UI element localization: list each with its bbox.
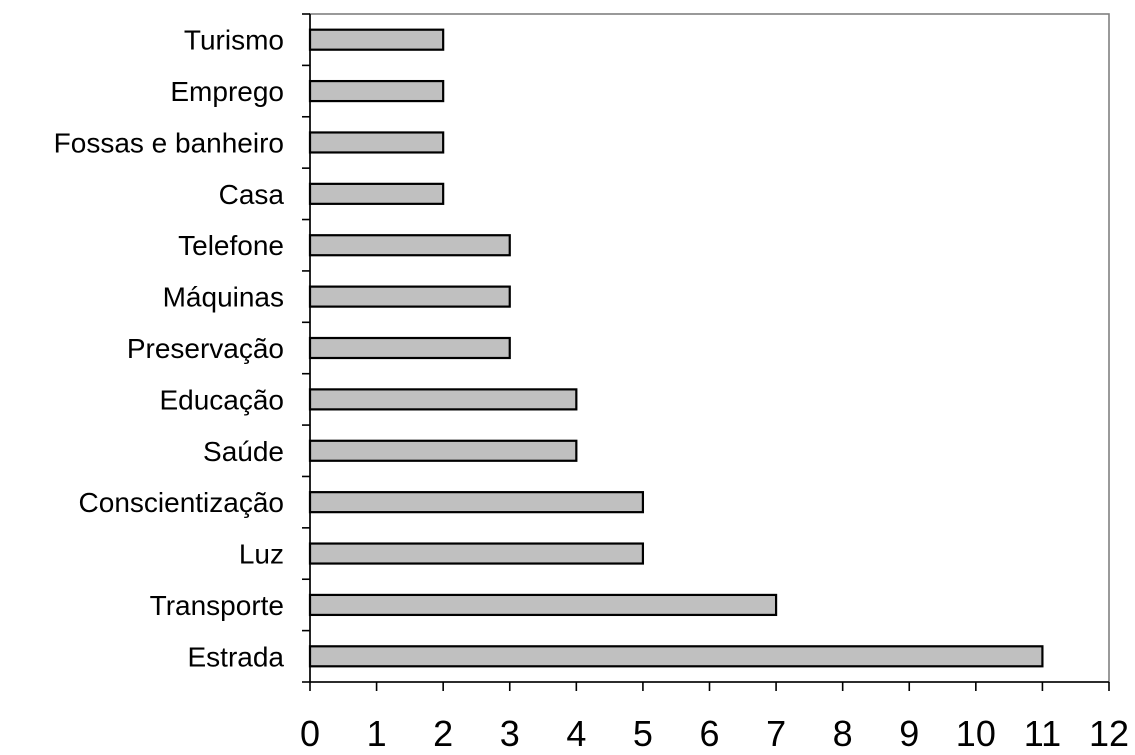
category-label: Máquinas [163, 282, 284, 313]
x-tick-label: 6 [699, 713, 719, 754]
category-label: Casa [219, 179, 285, 210]
category-label: Turismo [184, 25, 284, 56]
bar-transporte [308, 593, 778, 617]
x-tick-label: 8 [833, 713, 853, 754]
category-label: Fossas e banheiro [54, 127, 284, 158]
bar-educação [308, 388, 578, 411]
category-label: Saúde [203, 436, 284, 467]
x-tick-label: 2 [433, 713, 453, 754]
category-label: Emprego [170, 76, 284, 107]
bar-casa [308, 182, 445, 205]
x-tick-label: 11 [1024, 713, 1061, 754]
category-labels: Turismo Emprego Fossas e banheiro Casa Telef… [54, 25, 285, 673]
bars-layer [308, 28, 1044, 668]
bar-luz [308, 542, 645, 565]
category-label: Educação [159, 384, 284, 415]
x-tick-label: 7 [766, 713, 786, 754]
bar-telefone [308, 234, 511, 257]
category-label: Luz [239, 539, 284, 570]
x-tick-label: 3 [500, 713, 520, 754]
bar-turismo [308, 28, 445, 51]
category-label: Estrada [188, 641, 285, 672]
category-label: Conscientização [79, 487, 284, 518]
bar-fossas-e-banheiro [308, 131, 445, 154]
bar-conscientização [308, 491, 645, 514]
x-tick-label: 12 [1089, 713, 1129, 754]
x-tick-label: 1 [367, 713, 387, 754]
x-axis: 0 1 2 3 4 5 6 7 8 9 10 11 12 [300, 682, 1129, 754]
x-tick-label: 4 [566, 713, 586, 754]
x-tick-label: 0 [300, 713, 320, 754]
category-label: Transporte [150, 590, 284, 621]
x-tick-label: 9 [899, 713, 919, 754]
bar-saúde [308, 439, 578, 462]
category-label: Preservação [127, 333, 284, 364]
bar-máquinas [308, 285, 511, 308]
bar-preservação [308, 336, 511, 360]
bar-estrada [308, 645, 1044, 668]
category-label: Telefone [178, 230, 284, 261]
x-tick-label: 5 [633, 713, 653, 754]
x-tick-label: 10 [956, 713, 996, 754]
bar-emprego [308, 79, 445, 103]
